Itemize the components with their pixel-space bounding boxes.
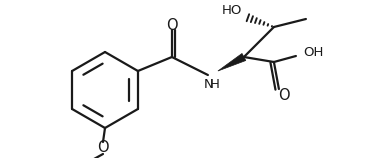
Text: O: O <box>97 140 109 155</box>
Text: O: O <box>278 88 290 103</box>
Text: O: O <box>166 18 178 33</box>
Text: H: H <box>210 78 220 91</box>
Polygon shape <box>218 53 246 71</box>
Text: OH: OH <box>303 46 323 58</box>
Text: N: N <box>204 78 214 91</box>
Text: HO: HO <box>222 4 242 18</box>
